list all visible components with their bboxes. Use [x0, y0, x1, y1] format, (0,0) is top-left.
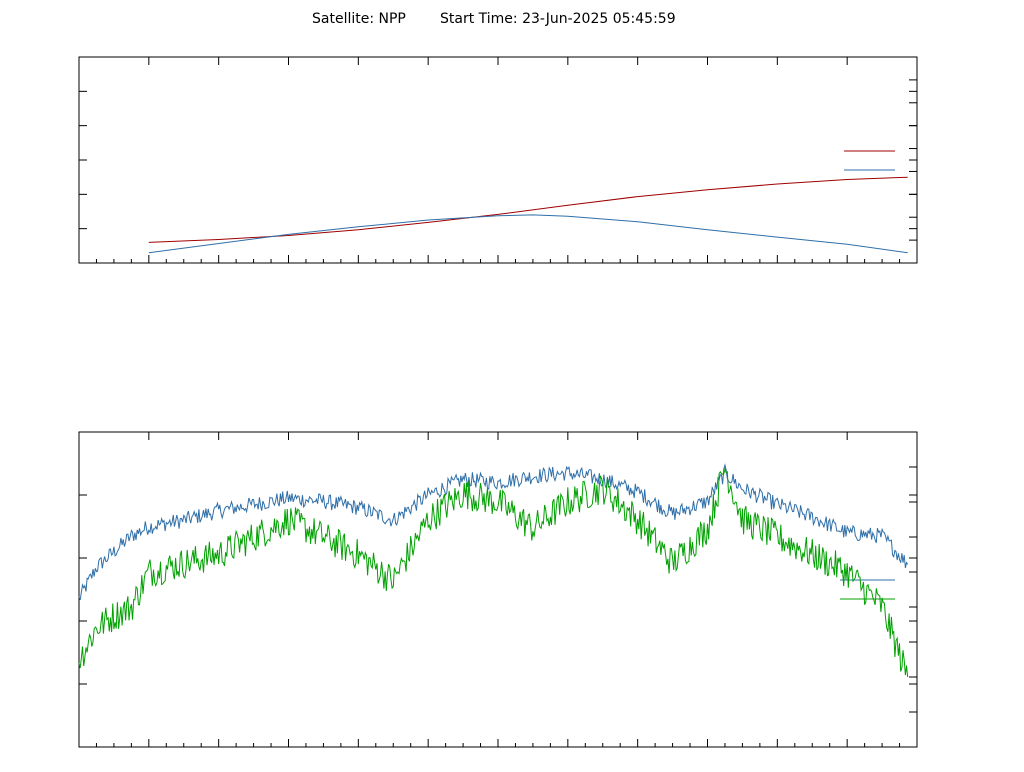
series-line-signal-leve — [78, 463, 909, 601]
plot-frame — [78, 56, 918, 264]
plot-frame — [78, 431, 918, 748]
series-line-elevation — [148, 214, 908, 254]
series-line-azimuth — [148, 176, 908, 243]
start-time-label: Start Time: 23-Jun-2025 05:45:59 — [440, 11, 676, 27]
satellite-label: Satellite: NPP — [312, 11, 406, 27]
position-chart — [78, 56, 918, 264]
receive-signal-chart — [78, 431, 918, 748]
series-line-ebno — [78, 466, 909, 678]
